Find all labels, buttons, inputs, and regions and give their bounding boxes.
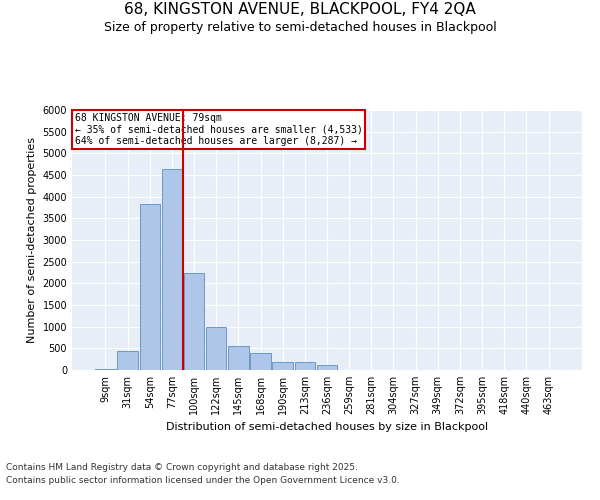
Bar	[317, 364, 337, 370]
Text: 68 KINGSTON AVENUE: 79sqm
← 35% of semi-detached houses are smaller (4,533)
64% : 68 KINGSTON AVENUE: 79sqm ← 35% of semi-…	[74, 112, 362, 146]
Text: Distribution of semi-detached houses by size in Blackpool: Distribution of semi-detached houses by …	[166, 422, 488, 432]
Text: Contains HM Land Registry data © Crown copyright and database right 2025.: Contains HM Land Registry data © Crown c…	[6, 462, 358, 471]
Text: 68, KINGSTON AVENUE, BLACKPOOL, FY4 2QA: 68, KINGSTON AVENUE, BLACKPOOL, FY4 2QA	[124, 2, 476, 18]
Bar	[295, 362, 315, 370]
Bar	[184, 272, 204, 370]
Bar	[228, 346, 248, 370]
Bar	[272, 362, 293, 370]
Text: Contains public sector information licensed under the Open Government Licence v3: Contains public sector information licen…	[6, 476, 400, 485]
Text: Size of property relative to semi-detached houses in Blackpool: Size of property relative to semi-detach…	[104, 22, 496, 35]
Bar	[140, 204, 160, 370]
Bar	[250, 352, 271, 370]
Bar	[206, 326, 226, 370]
Y-axis label: Number of semi-detached properties: Number of semi-detached properties	[27, 137, 37, 343]
Bar	[161, 168, 182, 370]
Bar	[118, 350, 138, 370]
Bar	[95, 368, 116, 370]
